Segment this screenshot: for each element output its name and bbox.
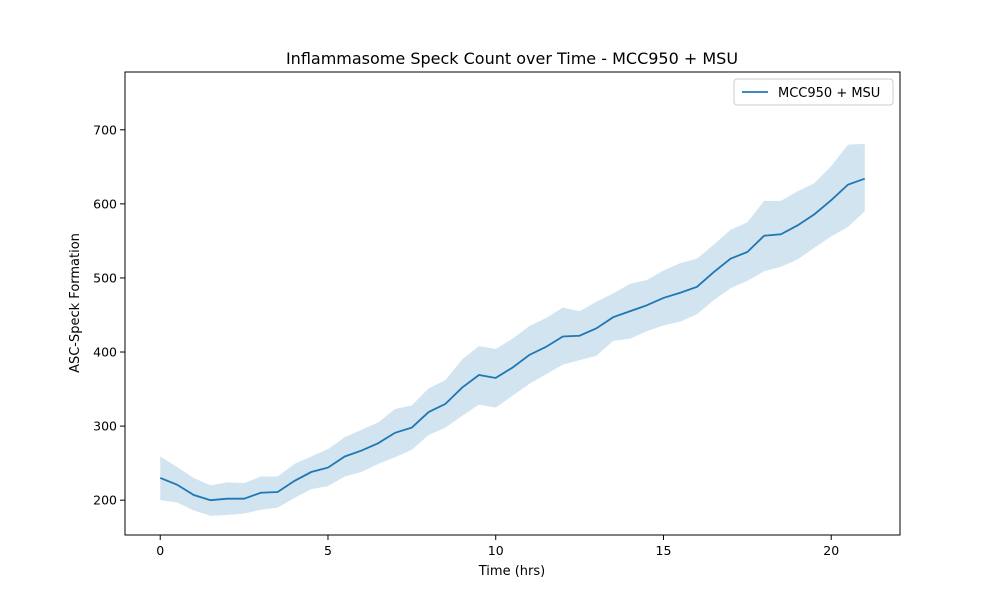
y-tick-label: 600: [93, 196, 117, 211]
y-tick-label: 200: [93, 493, 117, 508]
y-axis-label: ASC-Speck Formation: [68, 233, 83, 373]
plot-area: [159, 143, 866, 516]
legend-box: [733, 78, 894, 106]
y-tick-label: 700: [93, 122, 117, 137]
x-tick-label: 20: [823, 543, 839, 558]
x-tick-label: 10: [488, 543, 504, 558]
legend: MCC950 + MSU: [733, 78, 894, 106]
chart-title: Inflammasome Speck Count over Time - MCC…: [286, 49, 738, 68]
x-axis-label: Time (hrs): [478, 564, 545, 579]
series-line: [159, 177, 866, 502]
confidence-band: [160, 143, 865, 516]
y-tick-label: 300: [93, 419, 117, 434]
x-axis-ticks: 0 5 10 15 20: [156, 535, 839, 558]
y-tick-label: 500: [93, 270, 117, 285]
legend-entry-label: MCC950 + MSU: [778, 86, 880, 101]
y-tick-label: 400: [93, 345, 117, 360]
x-tick-label: 0: [156, 543, 164, 558]
x-tick-label: 5: [324, 543, 332, 558]
y-axis-ticks: 200 300 400 500 600 700: [93, 122, 125, 508]
plot-frame: [124, 71, 901, 536]
x-tick-label: 15: [656, 543, 672, 558]
